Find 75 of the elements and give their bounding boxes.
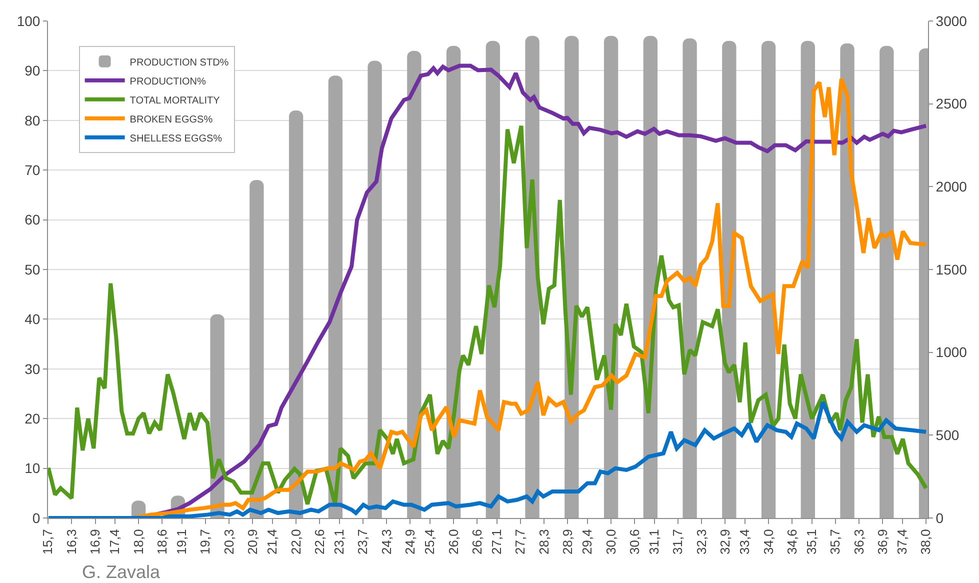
- y2-tick-label: 3000: [936, 12, 968, 29]
- y-tick-label: 90: [24, 62, 40, 79]
- x-tick-label: 22,6: [312, 529, 327, 555]
- x-tick-label: 27,7: [512, 529, 528, 555]
- x-tick-label: 26,0: [446, 529, 461, 555]
- x-tick-label: 21,4: [264, 529, 280, 555]
- bar: [880, 46, 894, 518]
- x-tick-label: 34,6: [784, 529, 800, 555]
- x-tick-label: 32,9: [717, 529, 732, 555]
- legend-label: SHELLESS EGGS%: [130, 133, 222, 144]
- y2-tick-label: 1000: [936, 344, 968, 360]
- bar: [682, 38, 697, 518]
- x-tick-label: 36,3: [851, 529, 866, 555]
- x-tick-label: 35,1: [804, 529, 820, 555]
- x-tick-label: 37,4: [894, 529, 910, 555]
- bar: [368, 60, 382, 518]
- x-tick-label: 18,0: [130, 529, 146, 555]
- bar: [250, 180, 264, 518]
- x-tick-label: 34,0: [760, 529, 776, 555]
- y2-tick-label: 0: [936, 510, 944, 526]
- line-series: [48, 124, 928, 506]
- y2-tick-label: 1500: [936, 261, 968, 278]
- x-tick-label: 32,3: [694, 529, 709, 555]
- y2-tick-label: 500: [936, 427, 960, 444]
- y-tick-label: 60: [24, 212, 40, 228]
- y-tick-label: 100: [16, 12, 40, 29]
- x-tick-label: 31,7: [670, 529, 686, 555]
- y-tick-label: 70: [24, 162, 40, 178]
- y-tick-label: 50: [24, 261, 40, 278]
- y-tick-label: 40: [24, 311, 40, 328]
- y-tick-label: 30: [24, 360, 40, 377]
- y-tick-label: 80: [24, 112, 40, 128]
- legend-label: TOTAL MORTALITY: [130, 95, 220, 106]
- x-tick-label: 27,1: [489, 529, 504, 555]
- x-tick-label: 38,0: [918, 529, 934, 555]
- bar: [407, 50, 422, 518]
- x-tick-label: 29,4: [580, 529, 595, 555]
- x-tick-label: 30,6: [626, 529, 642, 555]
- y-tick-label: 20: [24, 410, 40, 426]
- x-tick-label: 19,7: [198, 529, 213, 555]
- y2-tick-label: 2000: [936, 178, 968, 195]
- bar: [761, 40, 776, 518]
- x-tick-label: 35,7: [828, 529, 843, 555]
- legend-label: BROKEN EGGS%: [130, 114, 213, 126]
- bar: [328, 76, 343, 518]
- x-tick-label: 33,4: [737, 529, 752, 555]
- text: G. Zavala: [82, 562, 162, 582]
- x-tick-label: 18,6: [154, 529, 170, 555]
- x-tick-label: 22,0: [288, 529, 304, 555]
- x-tick-label: 20,9: [244, 529, 260, 555]
- x-tick-label: 20,3: [221, 529, 236, 555]
- x-tick-label: 31,1: [646, 529, 662, 555]
- bar: [486, 40, 500, 518]
- x-tick-label: 36,9: [874, 529, 890, 555]
- x-tick-label: 23,1: [332, 529, 347, 555]
- x-tick-label: 19,1: [174, 529, 190, 555]
- x-tick-label: 16,9: [87, 529, 102, 555]
- x-tick-label: 26,6: [469, 529, 484, 555]
- x-tick-label: 24,9: [402, 529, 418, 555]
- x-tick-label: 17,4: [107, 529, 122, 555]
- x-tick-label: 24,3: [378, 529, 394, 555]
- y2-tick-label: 2500: [936, 96, 968, 112]
- x-tick-label: 23,7: [355, 529, 370, 555]
- x-tick-label: 28,9: [560, 529, 575, 555]
- x-tick-label: 28,3: [536, 529, 552, 555]
- x-tick-label: 25,4: [422, 529, 438, 555]
- x-tick-label: 16,3: [64, 529, 79, 555]
- bar: [446, 46, 461, 518]
- x-tick-label: 15,7: [40, 529, 56, 555]
- y-tick-label: 0: [32, 510, 40, 526]
- y-tick-label: 10: [24, 460, 40, 476]
- x-tick-label: 30,0: [603, 529, 618, 555]
- bar: [288, 110, 304, 518]
- legend-label: PRODUCTION STD%: [130, 57, 229, 68]
- legend-label: PRODUCTION%: [130, 76, 206, 88]
